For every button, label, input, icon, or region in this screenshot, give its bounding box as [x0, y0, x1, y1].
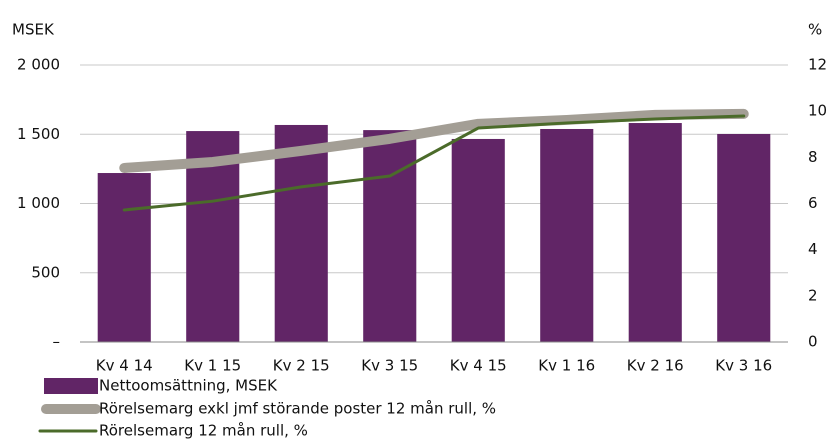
y2-axis-label: %	[808, 21, 822, 39]
y2-tick-label: 12	[808, 56, 827, 74]
x-tick-label: Kv 1 16	[538, 357, 595, 375]
y-axis-label: MSEK	[12, 21, 55, 39]
x-tick-label: Kv 3 15	[361, 357, 418, 375]
line	[122, 114, 746, 212]
bar	[451, 138, 505, 342]
y-tick-label: 1 500	[17, 125, 60, 143]
bar	[274, 124, 328, 343]
y2-tick-label: 2	[808, 286, 818, 304]
y-tick-label: 2 000	[17, 56, 60, 74]
y-tick-label: 1 000	[17, 194, 60, 212]
x-tick-label: Kv 3 16	[715, 357, 772, 375]
y2-tick-label: 0	[808, 333, 818, 351]
legend-label: Nettoomsättning, MSEK	[99, 377, 278, 395]
y2-tick-label: 8	[808, 148, 818, 166]
y2-tick-label: 6	[808, 194, 818, 212]
legend-label: Rörelsemarg 12 mån rull, %	[99, 422, 308, 440]
x-tick-label: Kv 4 15	[450, 357, 507, 375]
x-tick-label: Kv 2 16	[627, 357, 684, 375]
bar	[363, 130, 417, 342]
line	[119, 108, 749, 173]
x-tick-label: Kv 1 15	[184, 357, 241, 375]
x-tick-label: Kv 2 15	[273, 357, 330, 375]
bar	[97, 173, 151, 342]
y-tick-label: –	[53, 333, 61, 351]
bar	[717, 133, 771, 342]
y-tick-label: 500	[31, 263, 60, 281]
legend-label: Rörelsemarg exkl jmf störande poster 12 …	[99, 400, 496, 418]
x-tick-label: Kv 4 14	[96, 357, 153, 375]
bar	[628, 123, 682, 343]
y2-tick-label: 4	[808, 240, 818, 258]
legend-swatch	[44, 378, 98, 394]
bar	[540, 128, 594, 342]
y2-tick-label: 10	[808, 102, 827, 120]
